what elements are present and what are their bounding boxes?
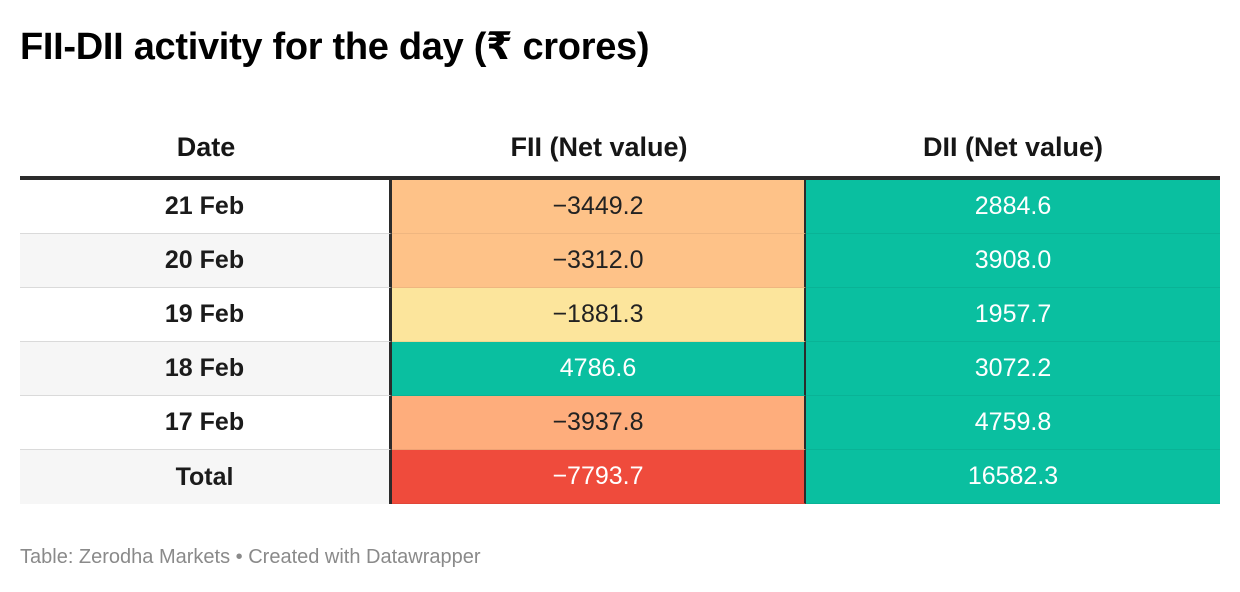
date-cell: 17 Feb [20,396,392,450]
dii-total-cell: 16582.3 [806,450,1220,504]
dii-value-cell: 4759.8 [806,396,1220,450]
chart-title: FII-DII activity for the day (₹ crores) [20,26,650,68]
date-cell: 21 Feb [20,180,392,234]
dii-value-cell: 2884.6 [806,180,1220,234]
dii-value-cell: 3908.0 [806,234,1220,288]
dii-value-cell: 1957.7 [806,288,1220,342]
table-row: 20 Feb −3312.0 3908.0 [20,234,1220,288]
data-table: Date FII (Net value) DII (Net value) 21 … [20,118,1220,504]
table-body: 21 Feb −3449.2 2884.6 20 Feb −3312.0 390… [20,180,1220,504]
dii-value-cell: 3072.2 [806,342,1220,396]
fii-total-cell: −7793.7 [392,450,806,504]
header-fii-net-value[interactable]: FII (Net value) [510,131,688,162]
table-header-row: Date FII (Net value) DII (Net value) [20,118,1220,180]
fii-value-cell: −3449.2 [392,180,806,234]
date-cell: 20 Feb [20,234,392,288]
fii-value-cell: 4786.6 [392,342,806,396]
date-cell: 19 Feb [20,288,392,342]
fii-value-cell: −1881.3 [392,288,806,342]
header-date[interactable]: Date [176,131,236,162]
date-cell: 18 Feb [20,342,392,396]
total-label-cell: Total [20,450,392,504]
table-row: 19 Feb −1881.3 1957.7 [20,288,1220,342]
table-row: 17 Feb −3937.8 4759.8 [20,396,1220,450]
fii-value-cell: −3937.8 [392,396,806,450]
table-row: 21 Feb −3449.2 2884.6 [20,180,1220,234]
table-row: 18 Feb 4786.6 3072.2 [20,342,1220,396]
fii-value-cell: −3312.0 [392,234,806,288]
table-row-total: Total −7793.7 16582.3 [20,450,1220,504]
source-footer: Table: Zerodha Markets • Created with Da… [20,546,481,568]
header-dii-net-value[interactable]: DII (Net value) [922,131,1104,162]
